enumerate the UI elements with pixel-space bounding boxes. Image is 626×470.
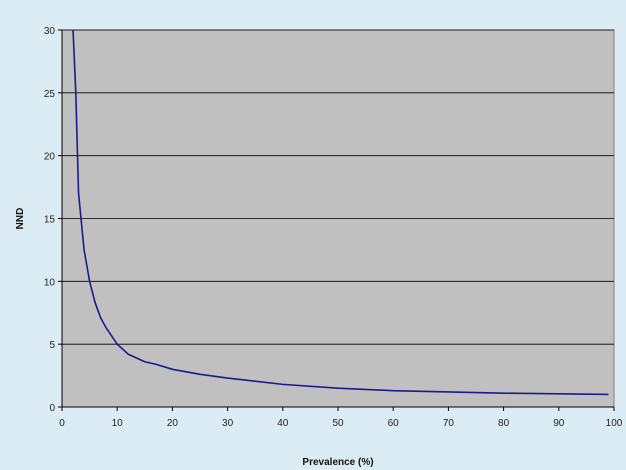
x-tick-label: 10 bbox=[112, 418, 124, 429]
x-tick-label: 0 bbox=[59, 418, 65, 429]
series-line bbox=[72, 29, 609, 396]
tick-label-layer: 0 5 10 15 20 25 30 0 10 20 30 40 50 60 70 80 90 100 bbox=[44, 26, 623, 429]
x-tick-label: 80 bbox=[498, 418, 510, 429]
x-axis-title: Prevalence (%) bbox=[302, 457, 373, 468]
x-tick-label: 100 bbox=[606, 418, 623, 429]
x-tick-label: 50 bbox=[332, 418, 344, 429]
grid-layer bbox=[62, 29, 614, 345]
y-tick-label: 15 bbox=[44, 215, 56, 226]
y-tick-label: 5 bbox=[49, 340, 55, 351]
x-tick-label: 90 bbox=[553, 418, 565, 429]
axis-layer bbox=[58, 29, 615, 411]
y-tick-label: 20 bbox=[44, 152, 56, 163]
x-tick-label: 20 bbox=[167, 418, 179, 429]
y-tick-label: 30 bbox=[44, 26, 56, 37]
x-tick-label: 70 bbox=[443, 418, 455, 429]
x-tick-label: 60 bbox=[388, 418, 400, 429]
y-tick-label: 10 bbox=[44, 277, 56, 288]
y-tick-label: 25 bbox=[44, 89, 56, 100]
x-tick-label: 40 bbox=[277, 418, 289, 429]
y-tick-label: 0 bbox=[49, 403, 55, 414]
series-layer bbox=[72, 29, 609, 396]
x-tick-label: 30 bbox=[222, 418, 234, 429]
y-axis-title: NND bbox=[15, 208, 26, 230]
